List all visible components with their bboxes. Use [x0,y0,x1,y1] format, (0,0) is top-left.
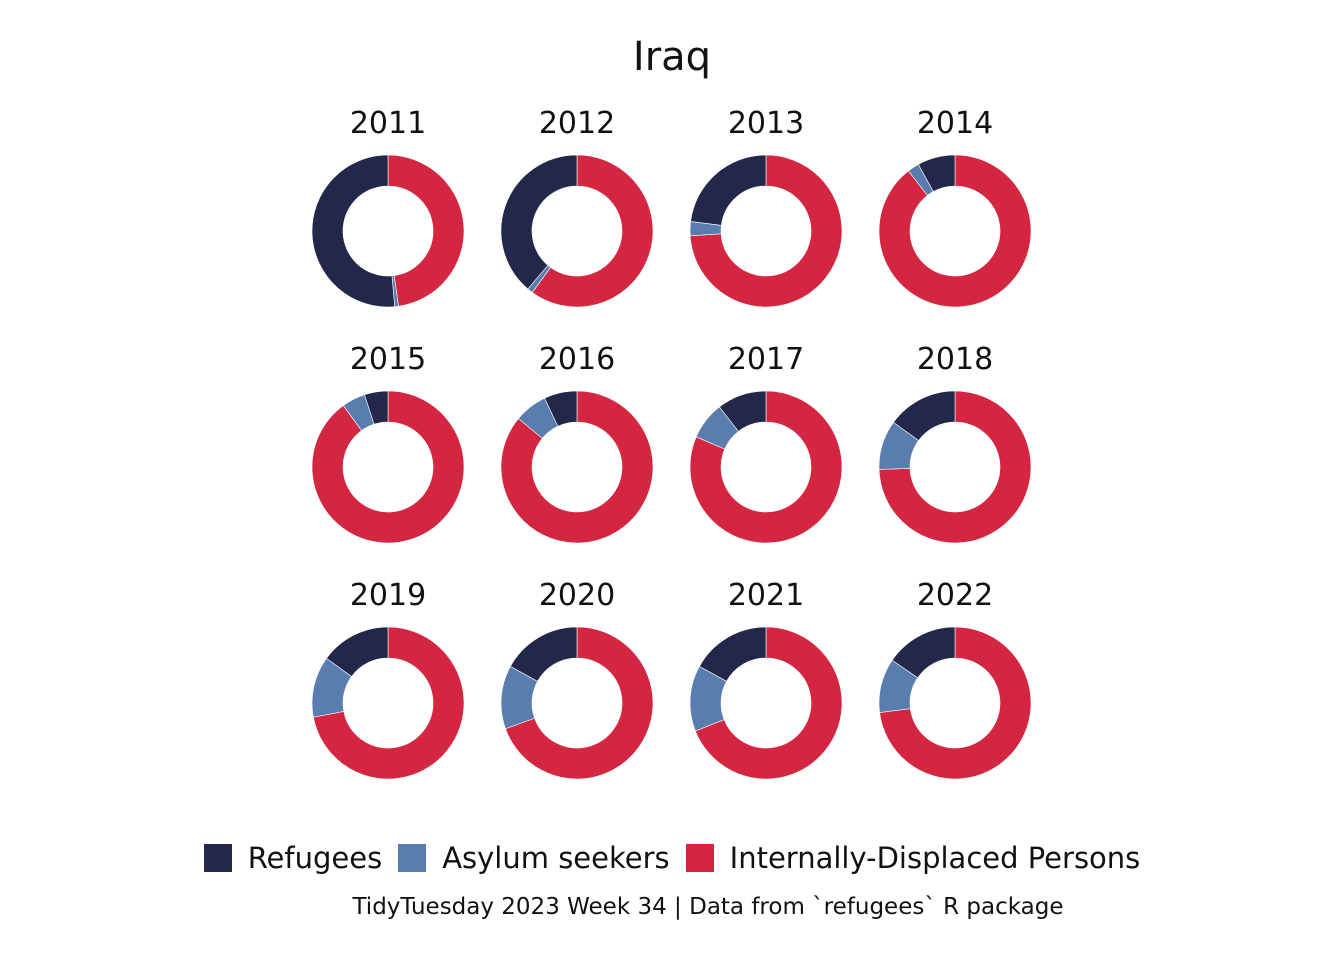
slice-2020-idp [505,626,654,780]
slice-2021-refugees [698,626,767,682]
chart-caption: TidyTuesday 2023 Week 34 | Data from `re… [352,894,1064,920]
slice-2022-idp [879,626,1032,780]
legend: Refugees Asylum seekers Internally-Displ… [0,838,1344,878]
donut-2015: 2015 [311,342,465,544]
slice-2014-refugees [917,154,956,192]
slice-2021-idp [694,626,843,780]
slice-2013-refugees [690,154,767,226]
donut-2012: 2012 [500,106,654,308]
donut-2016: 2016 [500,342,654,544]
year-label-2018: 2018 [917,342,993,377]
year-label-2016: 2016 [539,342,615,377]
slice-2012-idp [531,154,654,308]
slice-2013-idp [689,154,843,308]
slice-2019-idp [312,626,465,780]
slice-2019-refugees [326,626,389,677]
slice-2017-refugees [718,390,767,432]
slice-2022-refugees [891,626,956,679]
slice-2018-idp [878,390,1032,544]
donut-grid: 2011 2012 2013 2014 2015 2016 2017 2018 2019 2020… [311,106,1032,780]
slice-2016-idp [500,390,654,544]
chart-title: Iraq [632,34,712,80]
year-label-2019: 2019 [350,578,426,613]
slice-2015-idp [311,390,465,544]
year-label-2013: 2013 [728,106,804,141]
year-label-2014: 2014 [917,106,993,141]
legend-swatch-asylum-seekers [398,844,427,872]
slice-2011-refugees [311,154,396,308]
legend-label-refugees: Refugees [247,841,383,875]
donut-2018: 2018 [878,342,1032,544]
donut-2021: 2021 [689,578,843,780]
slice-2014-idp [878,154,1032,308]
year-label-2017: 2017 [728,342,804,377]
slice-2016-refugees [544,390,578,427]
legend-item-asylum-seekers: Asylum seekers [398,841,670,875]
legend-item-internally-displaced: Internally-Displaced Persons [685,841,1141,875]
year-label-2015: 2015 [350,342,426,377]
donut-2019: 2019 [311,578,465,780]
legend-label-internally-displaced: Internally-Displaced Persons [729,841,1141,875]
slice-2020-refugees [509,626,578,682]
slice-2012-refugees [500,154,578,290]
legend-item-refugees: Refugees [203,841,383,875]
donut-2013: 2013 [689,106,843,308]
slice-2018-refugees [893,390,956,441]
slice-2011-idp [387,154,465,307]
donut-2014: 2014 [878,106,1032,308]
slice-2015-refugees [364,390,389,425]
year-label-2020: 2020 [539,578,615,613]
legend-label-asylum-seekers: Asylum seekers [442,841,670,875]
year-label-2022: 2022 [917,578,993,613]
slice-2017-idp [689,390,843,544]
donut-2020: 2020 [500,578,654,780]
legend-swatch-refugees [203,844,232,872]
donut-2022: 2022 [878,578,1032,780]
year-label-2012: 2012 [539,106,615,141]
year-label-2011: 2011 [350,106,426,141]
legend-swatch-internally-displaced [685,844,714,872]
donut-2017: 2017 [689,342,843,544]
year-label-2021: 2021 [728,578,804,613]
donut-2011: 2011 [311,106,465,308]
